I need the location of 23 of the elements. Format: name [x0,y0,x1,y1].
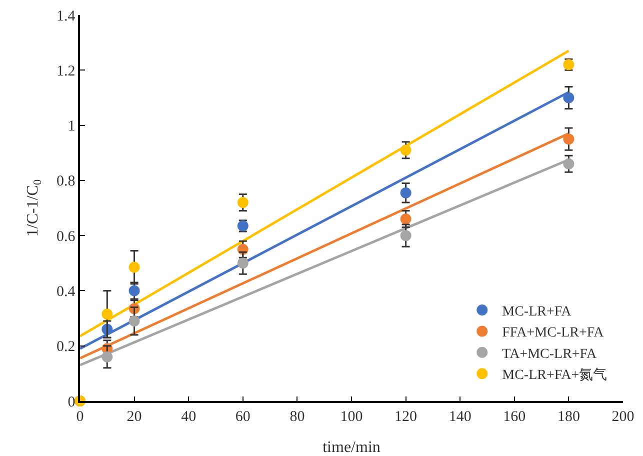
legend-label: FFA+MC-LR+FA [502,326,605,341]
x-tick-label: 40 [181,408,196,425]
y-tick-label: 1.4 [56,8,76,24]
legend-label: TA+MC-LR+FA [502,346,598,362]
y-tick-label: 1 [68,118,76,135]
x-tick-label: 100 [340,408,363,425]
x-tick-label: 200 [612,408,634,425]
y-tick-label: 0.8 [56,174,76,190]
y-tick-label: 1.2 [56,63,76,80]
x-tick-label: 140 [448,408,472,425]
x-tick-label: 180 [557,408,580,425]
legend-label: MC-LR+FA+氮气 [502,367,608,384]
y-tick-label: 0.4 [56,284,76,300]
x-tick-label: 160 [503,408,526,425]
y-tick-label: 0.2 [56,339,76,356]
x-tick-label: 80 [290,408,305,425]
y-tick-label: 0 [68,394,76,410]
x-tick-label: 60 [235,408,250,425]
y-tick-label: 0.6 [56,228,76,245]
legend-label: MC-LR+FA [502,304,572,320]
x-axis-title: time/min [322,439,380,456]
x-tick-label: 120 [394,408,418,425]
x-tick-label: 20 [126,408,142,425]
